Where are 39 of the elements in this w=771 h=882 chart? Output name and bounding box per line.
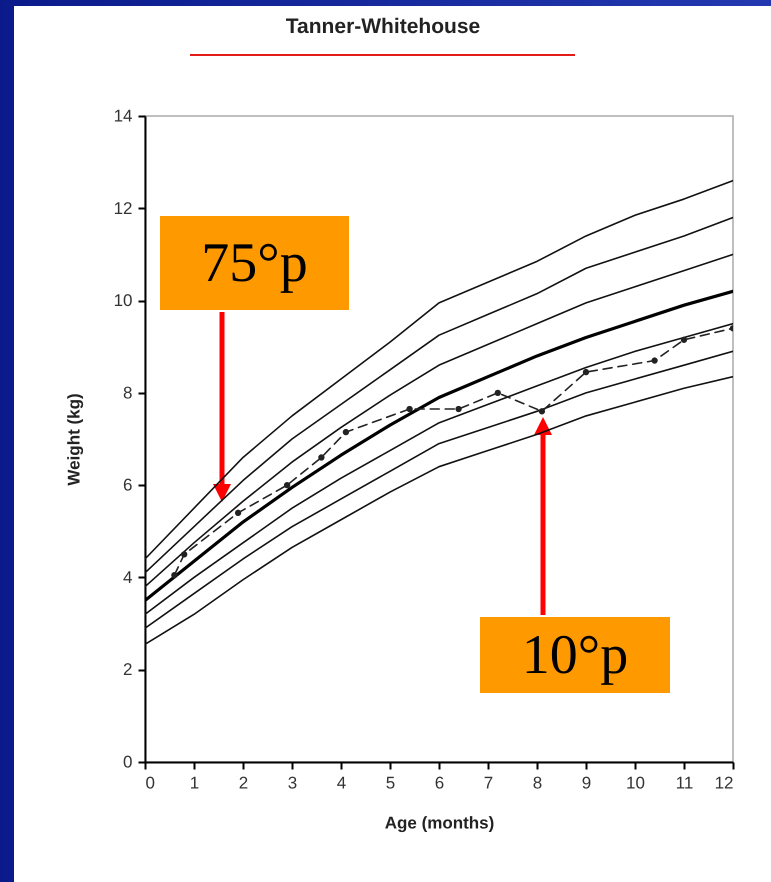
chart-title: Tanner-Whitehouse: [286, 15, 480, 38]
point: [455, 406, 462, 412]
point: [171, 572, 178, 578]
x-tick-label: 0: [146, 774, 155, 792]
point: [651, 357, 658, 364]
x-tick-label: 7: [484, 774, 494, 792]
x-tick-label: 12: [714, 774, 734, 792]
point: [342, 428, 350, 436]
point: [234, 510, 242, 516]
y-tick-label: 4: [123, 568, 132, 587]
x-tick-label: 8: [532, 774, 542, 792]
x-tick-label: 1: [190, 774, 200, 792]
annotation: 10°p: [480, 617, 670, 693]
x-tick-label: 10: [626, 774, 645, 792]
x-tick-label: 4: [336, 774, 346, 792]
y-tick-label: 14: [114, 106, 132, 126]
x-tick-label: 3: [288, 774, 298, 792]
annotation: 75°p: [160, 216, 349, 310]
x-tick-label: 5: [386, 774, 396, 792]
x-tick-label: 11: [676, 774, 694, 792]
y-tick-label: 2: [123, 660, 132, 680]
x-tick-label: 2: [238, 774, 248, 792]
point: [318, 454, 325, 461]
point: [538, 408, 546, 414]
x-tick-label: 9: [582, 774, 592, 792]
point: [582, 368, 590, 376]
y-tick-label: 6: [123, 476, 132, 495]
y-axis-title: Weight (kg): [64, 393, 84, 486]
point: [284, 482, 290, 488]
y-tick-label: 12: [114, 198, 132, 218]
point: [181, 551, 188, 558]
y-tick-label: 0: [123, 752, 132, 772]
point: [680, 336, 688, 343]
y-tick-label: 8: [123, 383, 132, 402]
y-tick-label: 10: [114, 291, 132, 310]
x-axis-title: Age (months): [384, 814, 494, 832]
point: [494, 390, 501, 396]
point: [406, 406, 413, 412]
x-tick-label: 6: [434, 774, 444, 792]
